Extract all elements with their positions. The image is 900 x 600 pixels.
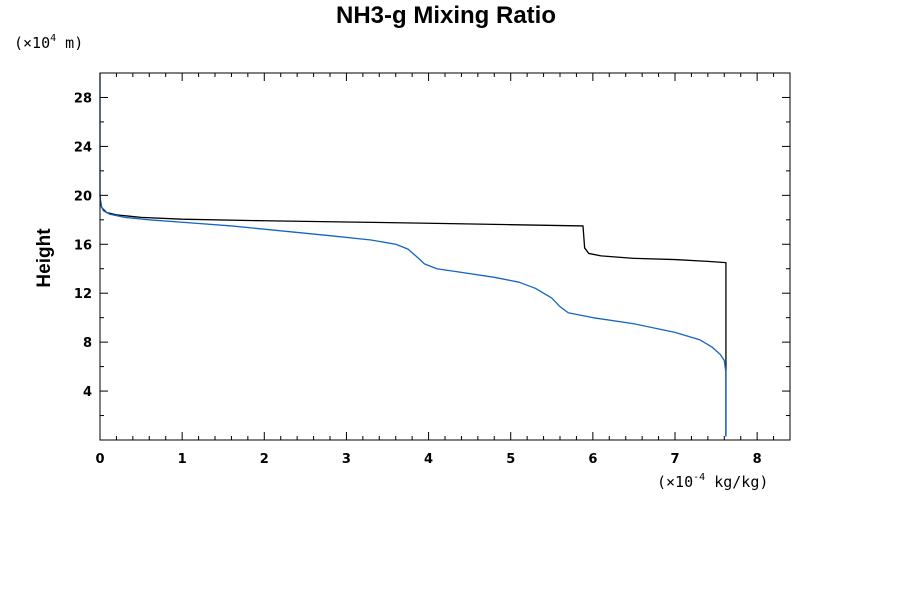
y-axis-unit: (×104 m) [14, 33, 83, 52]
x-unit-prefix: (×10 [657, 473, 693, 491]
x-axis-unit: (×10-4 kg/kg) [657, 472, 768, 491]
y-tick-label: 20 [74, 189, 92, 204]
x-tick-label: 2 [260, 452, 269, 467]
y-tick-label: 8 [83, 336, 92, 351]
y-unit-exponent: 4 [50, 33, 56, 44]
x-tick-label: 8 [753, 452, 762, 467]
x-unit-exponent: -4 [693, 472, 705, 483]
x-tick-label: 4 [424, 452, 433, 467]
y-unit-suffix: m) [56, 34, 83, 52]
x-tick-label: 1 [178, 452, 187, 467]
series-line-2 [99, 73, 727, 437]
y-tick-label: 16 [74, 238, 92, 253]
y-unit-prefix: (×10 [14, 34, 50, 52]
y-tick-label: 24 [74, 140, 92, 155]
x-tick-label: 0 [95, 452, 104, 467]
y-tick-label: 28 [74, 91, 92, 106]
y-tick-label: 4 [83, 385, 92, 400]
x-tick-label: 6 [588, 452, 597, 467]
x-tick-label: 7 [670, 452, 679, 467]
x-tick-label: 5 [506, 452, 515, 467]
y-axis-label: Height [34, 228, 55, 288]
plot-frame [99, 72, 791, 441]
chart-title: NH3-g Mixing Ratio [336, 2, 556, 29]
x-unit-suffix: kg/kg) [705, 473, 768, 491]
x-tick-label: 3 [342, 452, 351, 467]
series-line-1 [99, 195, 727, 437]
y-tick-label: 12 [74, 287, 92, 302]
data-series [99, 73, 727, 437]
